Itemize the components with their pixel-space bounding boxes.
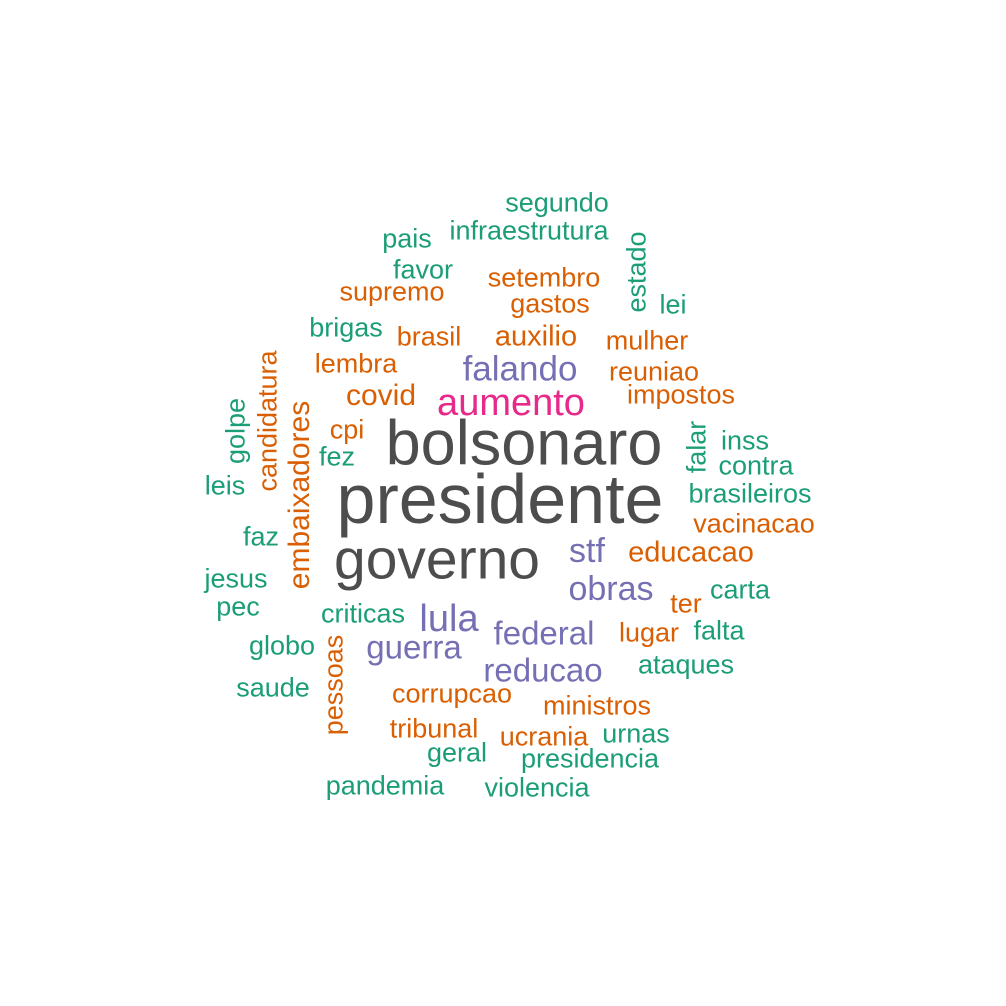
word-faz: faz — [242, 521, 280, 552]
word-cpi: cpi — [329, 414, 365, 445]
word-vacinacao: vacinacao — [693, 508, 815, 539]
word-lula: lula — [419, 598, 479, 640]
word-presidencia: presidencia — [520, 743, 660, 774]
word-inss: inss — [720, 425, 770, 456]
word-geral: geral — [426, 737, 488, 768]
word-falta: falta — [693, 615, 745, 646]
word-covid: covid — [345, 379, 417, 412]
word-lugar: lugar — [618, 617, 680, 648]
word-violencia: violencia — [484, 772, 590, 803]
word-pessoas: pessoas — [318, 634, 349, 736]
word-stf: stf — [569, 532, 605, 570]
word-ter: ter — [670, 588, 702, 619]
word-bolsonaro: bolsonaro — [385, 408, 663, 479]
word-falando: falando — [462, 349, 578, 389]
word-tribunal: tribunal — [389, 713, 479, 744]
word-corrupcao: corrupcao — [391, 678, 513, 709]
word-lembra: lembra — [314, 348, 398, 379]
word-setembro: setembro — [487, 262, 601, 293]
word-auxilio: auxilio — [494, 320, 578, 353]
word-impostos: impostos — [626, 379, 736, 410]
word-lei: lei — [659, 289, 687, 320]
word-reducao: reducao — [483, 651, 603, 689]
word-guerra: guerra — [366, 628, 462, 666]
word-presidente: presidente — [336, 460, 664, 538]
word-saude: saude — [236, 672, 310, 703]
word-gastos: gastos — [510, 288, 590, 319]
word-infraestrutura: infraestrutura — [449, 215, 609, 246]
word-ministros: ministros — [542, 690, 652, 721]
word-leis: leis — [204, 470, 246, 501]
word-mulher: mulher — [605, 325, 689, 356]
word-estado: estado — [621, 231, 652, 313]
word-criticas: criticas — [320, 598, 406, 629]
word-pandemia: pandemia — [325, 770, 445, 801]
word-obras: obras — [568, 570, 654, 608]
word-globo: globo — [248, 630, 316, 661]
word-ataques: ataques — [637, 649, 735, 680]
word-federal: federal — [493, 614, 595, 652]
word-brigas: brigas — [309, 312, 383, 343]
word-ucrania: ucrania — [499, 721, 589, 752]
word-educacao: educacao — [628, 536, 754, 569]
word-fez: fez — [318, 441, 356, 472]
word-embaixadores: embaixadores — [283, 400, 316, 590]
word-brasileiros: brasileiros — [688, 478, 812, 509]
word-supremo: supremo — [339, 276, 445, 307]
word-aumento: aumento — [437, 382, 585, 424]
word-urnas: urnas — [602, 718, 670, 749]
word-reuniao: reuniao — [608, 356, 700, 387]
word-falar: falar — [681, 420, 712, 474]
word-pec: pec — [216, 591, 260, 622]
word-segundo: segundo — [505, 187, 609, 218]
word-favor: favor — [392, 254, 454, 285]
word-governo: governo — [334, 527, 540, 592]
word-jesus: jesus — [204, 563, 268, 594]
word-pais: pais — [382, 223, 432, 254]
word-carta: carta — [709, 574, 771, 605]
word-brasil: brasil — [396, 321, 462, 352]
word-contra: contra — [718, 450, 794, 481]
word-golpe: golpe — [220, 397, 251, 465]
word-candidatura: candidatura — [252, 350, 283, 492]
